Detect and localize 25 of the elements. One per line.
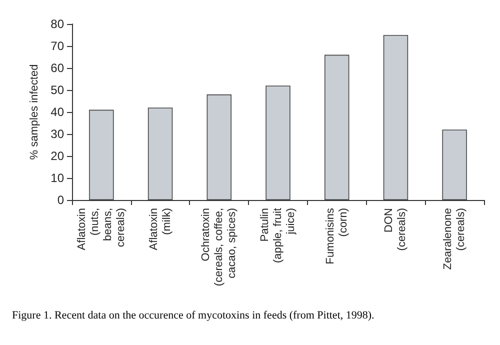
x-tick-label: Fumonisins (corn) xyxy=(324,208,350,264)
bar xyxy=(266,86,290,200)
bar xyxy=(442,130,467,200)
y-axis-title: % samples infected xyxy=(28,64,40,160)
bar xyxy=(206,94,232,200)
y-tick-label: 40 xyxy=(50,105,64,119)
y-tick-label: 60 xyxy=(50,61,64,75)
x-tick-label: DON (cereals) xyxy=(383,208,408,251)
x-tick-label: Aflatoxin (nuts, beans, cereals) xyxy=(76,208,127,250)
x-tick-label: Patulin (apple, fruit juice) xyxy=(259,208,297,264)
y-tick-label: 30 xyxy=(50,127,64,141)
y-tick-label: 70 xyxy=(50,39,64,53)
y-tick-label: 0 xyxy=(57,193,64,207)
y-tick-label: 20 xyxy=(50,149,64,163)
x-tick-label: Zearalenone (cereals) xyxy=(442,208,468,270)
bar xyxy=(148,108,173,200)
bar xyxy=(383,35,408,200)
bar xyxy=(324,54,350,200)
y-tick-label: 50 xyxy=(50,83,64,97)
bar xyxy=(89,110,114,200)
y-tick-label: 10 xyxy=(50,171,64,185)
caption: Figure 1. Recent data on the occurence of mycotoxins in feeds (from Pittet, 1998). xyxy=(12,310,375,322)
x-tick-label: Ochratoxin (cereals, coffee, cacao, spices) xyxy=(200,208,238,286)
y-tick-label: 80 xyxy=(50,17,64,31)
x-tick-label: Aflatoxin (milk) xyxy=(148,208,173,250)
